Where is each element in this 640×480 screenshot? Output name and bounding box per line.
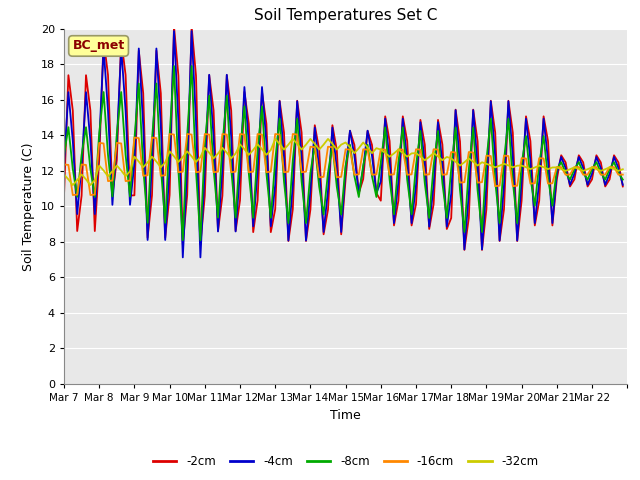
-32cm [276,141,284,147]
-8cm [196,237,204,243]
-2cm [355,190,363,196]
-4cm [276,98,284,104]
-32cm [60,171,68,177]
-2cm [548,223,556,228]
-4cm [196,254,204,260]
-2cm [271,206,279,212]
-2cm [461,247,468,253]
Line: -32cm: -32cm [64,139,623,185]
Y-axis label: Soil Temperature (C): Soil Temperature (C) [22,142,35,271]
-2cm [293,98,301,104]
Line: -16cm: -16cm [64,134,623,195]
X-axis label: Time: Time [330,408,361,421]
-4cm [602,182,609,188]
-2cm [60,193,68,199]
-32cm [69,182,77,188]
-16cm [276,132,284,137]
-4cm [60,163,68,168]
-16cm [298,169,305,175]
-16cm [60,162,68,168]
-32cm [360,140,367,145]
-2cm [201,193,209,199]
-16cm [166,131,173,137]
-2cm [619,183,627,189]
-2cm [602,183,609,189]
-16cm [619,172,627,178]
Title: Soil Temperatures Set C: Soil Temperatures Set C [254,9,437,24]
-8cm [619,177,627,182]
-8cm [276,116,284,121]
-8cm [205,93,213,98]
-4cm [360,166,367,171]
-32cm [298,147,305,153]
-32cm [548,165,556,170]
Line: -2cm: -2cm [64,26,623,250]
-8cm [548,203,556,209]
-8cm [60,152,68,158]
-16cm [360,146,367,152]
-8cm [188,63,195,69]
-8cm [602,177,609,182]
-32cm [201,145,209,151]
-4cm [170,28,178,34]
Legend: -2cm, -4cm, -8cm, -16cm, -32cm: -2cm, -4cm, -8cm, -16cm, -32cm [148,450,543,473]
-4cm [548,220,556,226]
-16cm [69,192,77,198]
-4cm [619,182,627,188]
-4cm [298,154,305,160]
-2cm [170,24,178,29]
-8cm [298,179,305,184]
-32cm [602,167,609,172]
-4cm [205,72,213,78]
-16cm [602,172,609,178]
-32cm [271,136,279,142]
-16cm [205,132,213,137]
Text: BC_met: BC_met [72,39,125,52]
-32cm [619,167,627,172]
-8cm [360,163,367,168]
-16cm [548,180,556,186]
Line: -8cm: -8cm [64,66,623,240]
Line: -4cm: -4cm [64,31,623,257]
